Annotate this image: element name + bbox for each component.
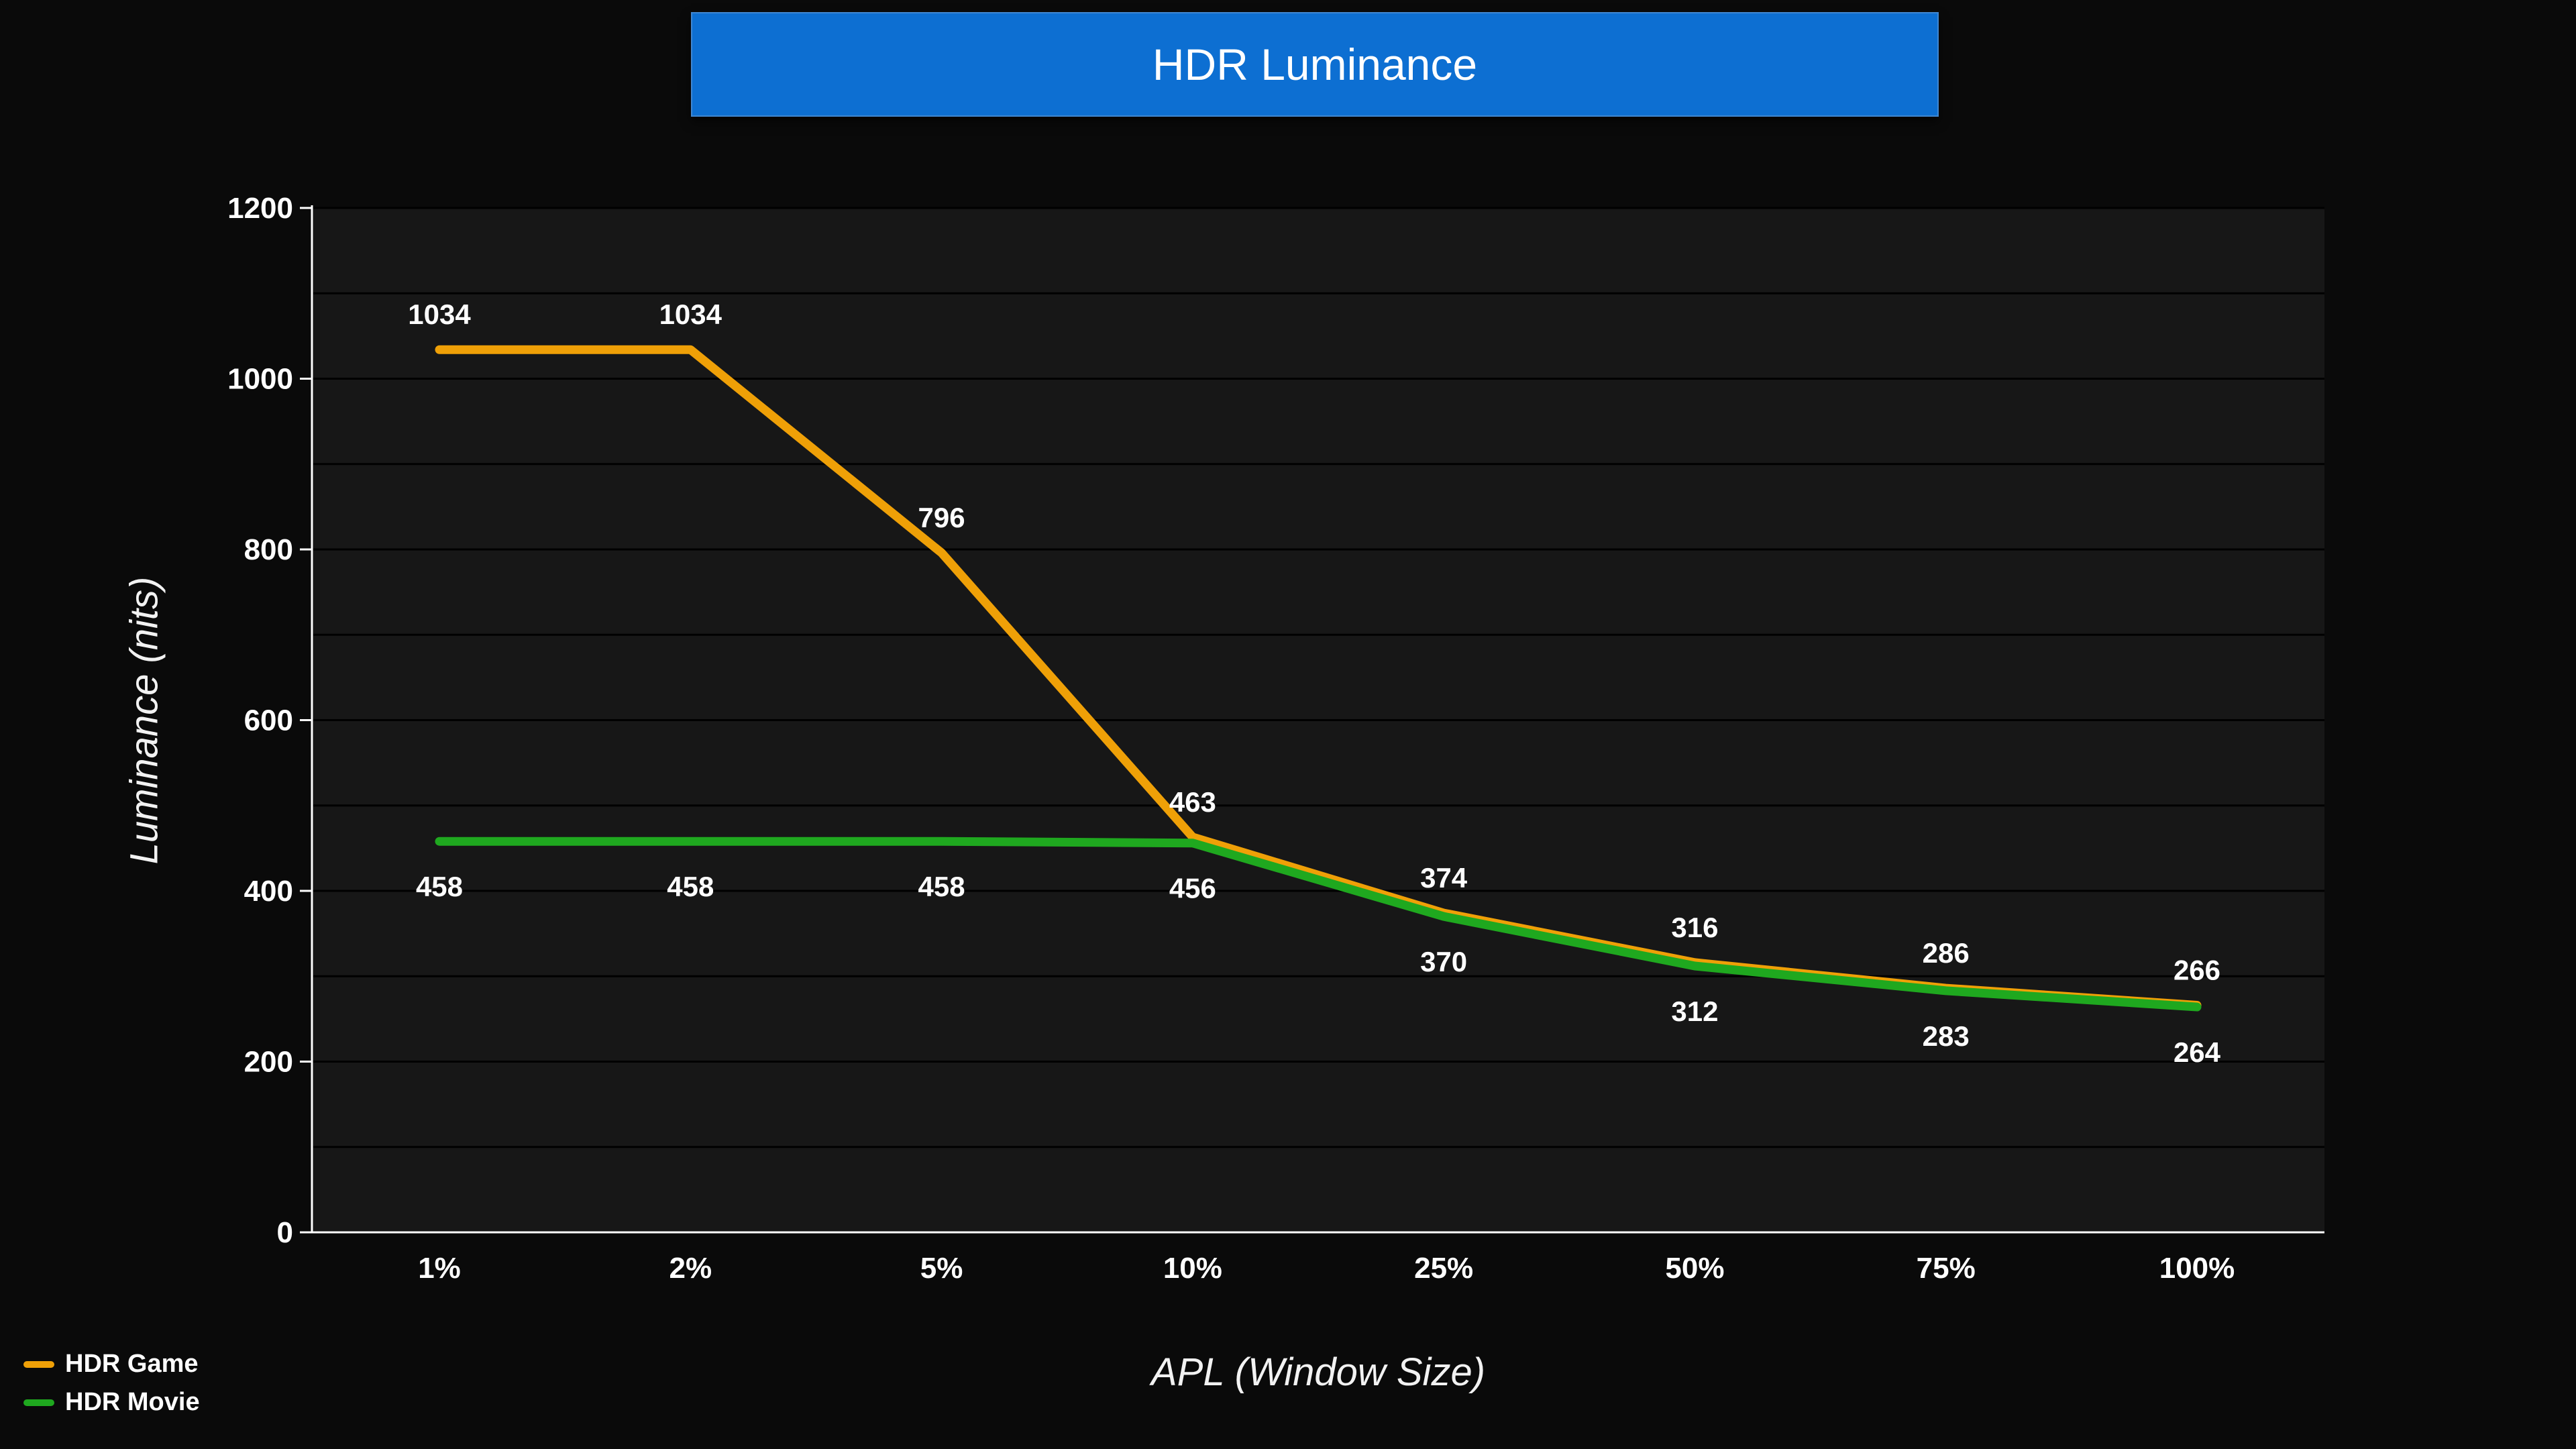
svg-text:456: 456 bbox=[1169, 873, 1216, 904]
svg-text:400: 400 bbox=[244, 875, 293, 908]
svg-text:266: 266 bbox=[2174, 955, 2220, 986]
svg-text:316: 316 bbox=[1671, 912, 1718, 943]
svg-text:283: 283 bbox=[1923, 1020, 1970, 1052]
legend-swatch-hdr-game bbox=[23, 1360, 54, 1368]
chart-title: HDR Luminance bbox=[1152, 40, 1478, 89]
svg-text:2%: 2% bbox=[669, 1252, 712, 1285]
svg-text:458: 458 bbox=[667, 871, 714, 902]
legend-label-hdr-game: HDR Game bbox=[65, 1350, 199, 1378]
svg-text:1034: 1034 bbox=[659, 299, 722, 330]
legend-swatch-hdr-movie bbox=[23, 1399, 54, 1406]
svg-text:50%: 50% bbox=[1665, 1252, 1724, 1285]
svg-text:370: 370 bbox=[1420, 946, 1467, 977]
svg-text:796: 796 bbox=[918, 502, 965, 533]
svg-text:286: 286 bbox=[1923, 937, 1970, 969]
legend-item-hdr-movie: HDR Movie bbox=[23, 1388, 200, 1417]
legend: HDR Game HDR Movie bbox=[23, 1350, 200, 1417]
svg-text:600: 600 bbox=[244, 704, 293, 737]
svg-text:374: 374 bbox=[1420, 862, 1468, 894]
svg-text:1200: 1200 bbox=[227, 192, 293, 225]
svg-text:75%: 75% bbox=[1917, 1252, 1976, 1285]
svg-text:463: 463 bbox=[1169, 786, 1216, 818]
y-axis-title: Luminance (nits) bbox=[122, 576, 166, 865]
legend-label-hdr-movie: HDR Movie bbox=[65, 1388, 200, 1416]
svg-text:264: 264 bbox=[2174, 1036, 2221, 1068]
svg-text:100%: 100% bbox=[2159, 1252, 2235, 1285]
svg-text:25%: 25% bbox=[1414, 1252, 1473, 1285]
svg-text:10%: 10% bbox=[1163, 1252, 1222, 1285]
chart-title-bar: HDR Luminance bbox=[691, 12, 1939, 117]
svg-text:1%: 1% bbox=[418, 1252, 461, 1285]
svg-text:312: 312 bbox=[1671, 996, 1718, 1027]
svg-text:1000: 1000 bbox=[227, 363, 293, 396]
svg-text:458: 458 bbox=[918, 871, 965, 902]
svg-text:800: 800 bbox=[244, 533, 293, 566]
legend-item-hdr-game: HDR Game bbox=[23, 1350, 200, 1379]
svg-text:200: 200 bbox=[244, 1046, 293, 1079]
svg-text:5%: 5% bbox=[920, 1252, 963, 1285]
svg-text:0: 0 bbox=[277, 1216, 293, 1249]
svg-text:458: 458 bbox=[416, 871, 463, 902]
x-axis-title: APL (Window Size) bbox=[1150, 1350, 1486, 1394]
svg-text:1034: 1034 bbox=[408, 299, 471, 330]
